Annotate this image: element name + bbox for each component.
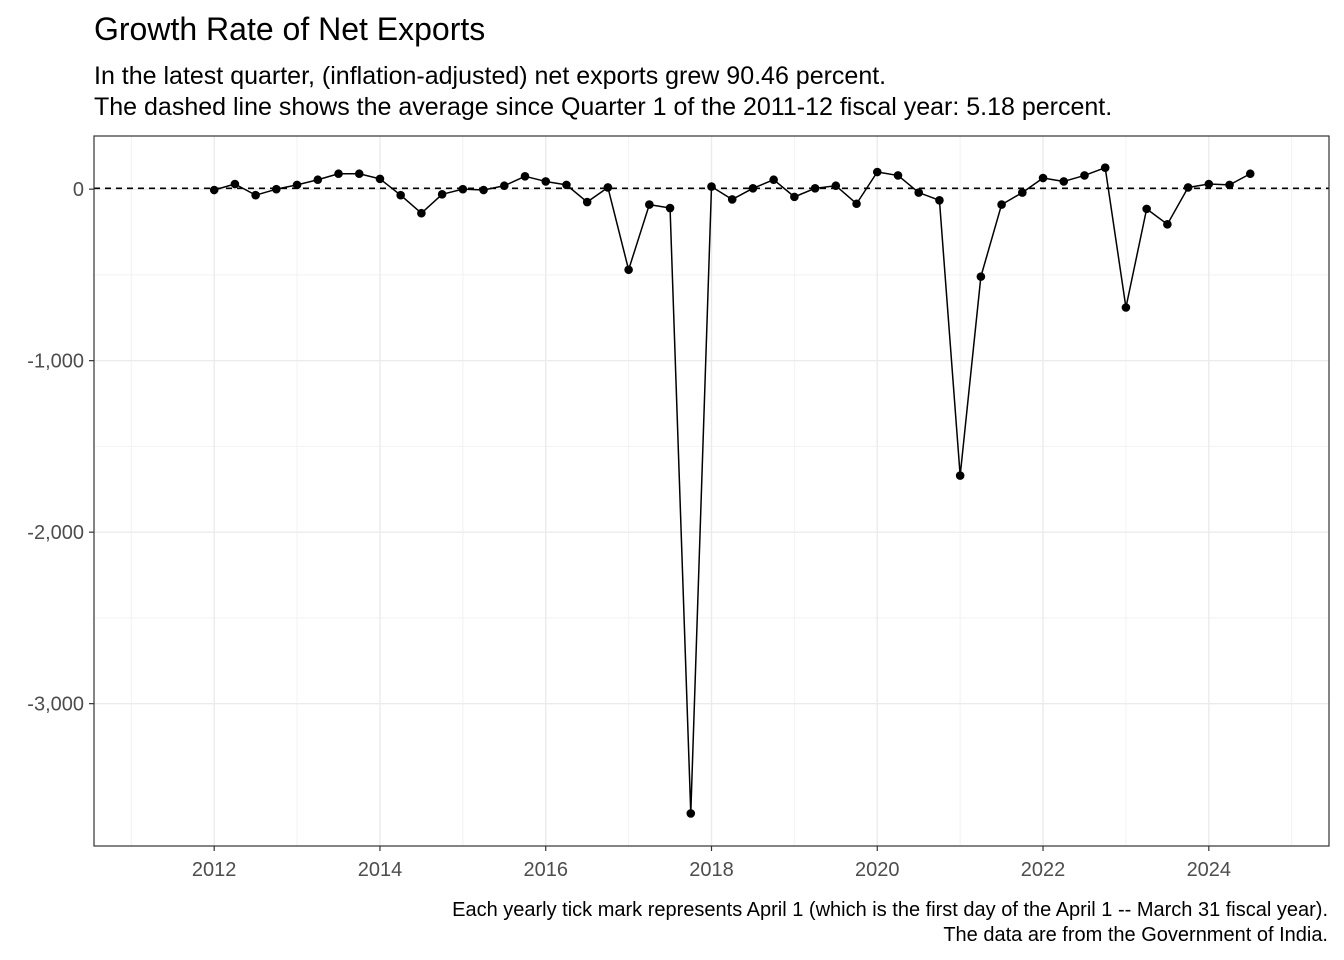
- x-tick-label: 2020: [855, 859, 900, 881]
- data-point: [251, 190, 260, 200]
- data-point: [1018, 188, 1027, 197]
- chart-subtitle-line-2: The dashed line shows the average since …: [94, 93, 1112, 121]
- data-point: [417, 208, 426, 218]
- x-tick-label: 2018: [689, 859, 734, 881]
- data-point: [810, 184, 820, 193]
- data-point: [603, 183, 613, 192]
- data-point: [541, 177, 551, 186]
- data-point: [707, 182, 716, 191]
- data-point: [582, 197, 592, 207]
- data-point: [209, 185, 219, 195]
- data-point: [1183, 183, 1193, 192]
- series-layer: [213, 166, 1251, 815]
- data-point: [955, 471, 965, 480]
- data-point: [1245, 169, 1255, 179]
- data-point: [790, 192, 799, 202]
- data-point: [748, 184, 758, 193]
- data-point: [727, 195, 737, 204]
- data-point: [914, 188, 924, 197]
- data-point: [665, 203, 675, 213]
- data-point: [334, 169, 343, 179]
- data-point: [479, 185, 488, 195]
- series-line: [213, 166, 1251, 815]
- y-tick-label: -1,000: [27, 351, 84, 373]
- data-point: [1038, 173, 1048, 183]
- chart-caption-line-2: The data are from the Government of Indi…: [943, 924, 1328, 946]
- data-point: [458, 184, 468, 194]
- data-point: [997, 200, 1006, 209]
- x-tick-label: 2012: [192, 859, 237, 881]
- data-point: [976, 272, 986, 281]
- data-point: [499, 181, 509, 191]
- chart-title: Growth Rate of Net Exports: [94, 11, 485, 47]
- data-point: [562, 180, 571, 190]
- data-point: [893, 171, 903, 180]
- y-tick-label: 0: [73, 179, 84, 201]
- points-layer: [209, 163, 1255, 818]
- grid-major: [94, 136, 1329, 846]
- x-axis: 2012 2014 2016 2018 2020 2022 2024: [192, 846, 1231, 881]
- data-point: [769, 175, 778, 185]
- data-point: [272, 184, 281, 194]
- data-point: [872, 167, 882, 177]
- data-point: [1204, 179, 1214, 189]
- data-point: [1059, 177, 1069, 186]
- y-axis: 0 -1,000 -2,000 -3,000: [27, 179, 94, 716]
- data-point: [292, 180, 302, 190]
- data-point: [1121, 303, 1131, 312]
- x-tick-label: 2014: [358, 859, 403, 881]
- chart-caption-line-1: Each yearly tick mark represents April 1…: [452, 899, 1328, 921]
- data-point: [230, 179, 240, 189]
- data-point: [520, 172, 530, 181]
- data-point: [1163, 220, 1172, 229]
- x-tick-label: 2016: [523, 859, 568, 881]
- data-point: [1100, 163, 1110, 173]
- data-point: [686, 809, 696, 818]
- data-point: [354, 169, 364, 179]
- y-tick-label: -2,000: [27, 522, 84, 544]
- data-point: [437, 190, 447, 199]
- data-point: [313, 175, 323, 185]
- data-point: [1225, 180, 1234, 190]
- x-tick-label: 2024: [1187, 859, 1232, 881]
- data-point: [645, 200, 654, 209]
- data-point: [396, 190, 405, 200]
- data-point: [624, 265, 633, 275]
- data-point: [935, 196, 944, 205]
- data-point: [1080, 171, 1089, 180]
- data-point: [1142, 204, 1151, 214]
- data-point: [852, 199, 861, 209]
- data-point: [375, 174, 385, 184]
- x-tick-label: 2022: [1021, 859, 1066, 881]
- chart-subtitle-line-1: In the latest quarter, (inflation-adjust…: [94, 62, 886, 90]
- y-tick-label: -3,000: [27, 694, 84, 716]
- data-point: [831, 181, 841, 191]
